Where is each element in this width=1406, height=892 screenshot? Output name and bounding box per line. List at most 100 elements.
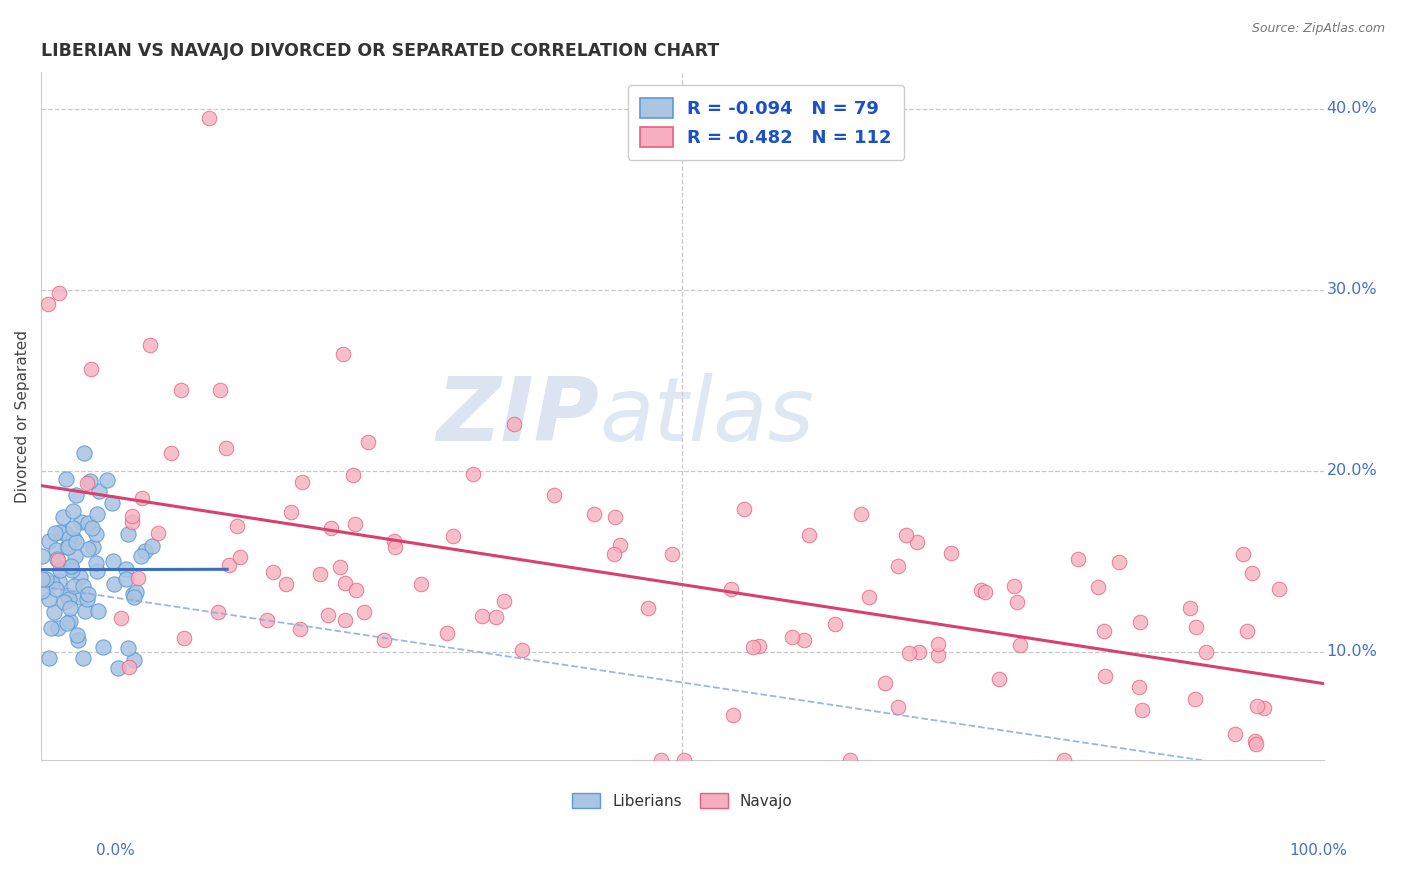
Point — [173, 631, 195, 645]
Point — [471, 609, 494, 624]
Point — [720, 582, 742, 596]
Point — [69, 515, 91, 529]
Point — [35, 572, 58, 586]
Point — [436, 626, 458, 640]
Point — [987, 672, 1010, 686]
Point — [799, 528, 821, 542]
Point — [45, 582, 67, 596]
Point — [72, 651, 94, 665]
Point — [228, 549, 250, 564]
Point — [1108, 556, 1130, 570]
Point — [1067, 552, 1090, 566]
Point — [510, 642, 533, 657]
Text: 10.0%: 10.0% — [1326, 644, 1378, 659]
Point — [887, 700, 910, 714]
Point — [927, 648, 949, 663]
Point — [927, 637, 949, 651]
Point — [117, 527, 139, 541]
Point — [65, 487, 87, 501]
Point — [207, 605, 229, 619]
Point — [1184, 692, 1206, 706]
Point — [974, 585, 997, 599]
Point — [41, 575, 63, 590]
Point — [84, 526, 107, 541]
Point — [1232, 547, 1254, 561]
Point — [1223, 726, 1246, 740]
Text: atlas: atlas — [599, 374, 814, 459]
Point — [603, 547, 626, 561]
Point — [91, 640, 114, 655]
Point — [741, 640, 763, 655]
Point — [38, 651, 60, 665]
Point — [141, 539, 163, 553]
Point — [887, 558, 910, 573]
Point — [125, 585, 148, 599]
Point — [332, 346, 354, 360]
Point — [492, 593, 515, 607]
Point — [382, 533, 405, 548]
Point — [1195, 644, 1218, 658]
Point — [839, 753, 862, 767]
Point — [793, 632, 815, 647]
Text: ZIP: ZIP — [436, 373, 599, 460]
Point — [1010, 638, 1032, 652]
Point — [723, 707, 745, 722]
Point — [342, 468, 364, 483]
Point — [1053, 753, 1076, 767]
Point — [56, 541, 79, 555]
Point — [849, 507, 872, 521]
Point — [146, 526, 169, 541]
Point — [1087, 580, 1109, 594]
Point — [48, 574, 70, 588]
Point — [333, 576, 356, 591]
Point — [373, 632, 395, 647]
Point — [72, 446, 94, 460]
Point — [939, 546, 962, 560]
Point — [384, 541, 406, 555]
Point — [58, 531, 80, 545]
Point — [48, 621, 70, 635]
Point — [59, 601, 82, 615]
Point — [121, 508, 143, 523]
Point — [1268, 582, 1291, 596]
Point — [583, 507, 606, 521]
Point — [780, 630, 803, 644]
Point — [134, 544, 156, 558]
Point — [37, 297, 59, 311]
Point — [96, 473, 118, 487]
Point — [1236, 624, 1258, 638]
Point — [1253, 701, 1275, 715]
Point — [76, 591, 98, 606]
Point — [894, 528, 917, 542]
Point — [56, 541, 79, 555]
Text: Source: ZipAtlas.com: Source: ZipAtlas.com — [1251, 22, 1385, 36]
Point — [858, 590, 880, 604]
Point — [65, 627, 87, 641]
Point — [333, 613, 356, 627]
Point — [609, 538, 631, 552]
Point — [67, 633, 90, 648]
Point — [1094, 668, 1116, 682]
Point — [59, 614, 82, 628]
Point — [1246, 699, 1268, 714]
Point — [346, 582, 368, 597]
Point — [131, 491, 153, 505]
Text: LIBERIAN VS NAVAJO DIVORCED OR SEPARATED CORRELATION CHART: LIBERIAN VS NAVAJO DIVORCED OR SEPARATED… — [41, 42, 720, 60]
Point — [129, 549, 152, 563]
Point — [121, 587, 143, 601]
Text: 20.0%: 20.0% — [1326, 463, 1378, 478]
Text: 40.0%: 40.0% — [1326, 101, 1378, 116]
Point — [49, 563, 72, 577]
Point — [343, 516, 366, 531]
Point — [103, 576, 125, 591]
Point — [1241, 566, 1264, 581]
Point — [461, 467, 484, 481]
Point — [122, 653, 145, 667]
Point — [103, 554, 125, 568]
Point — [80, 521, 103, 535]
Point — [65, 534, 87, 549]
Point — [160, 445, 183, 459]
Point — [218, 558, 240, 573]
Point — [38, 533, 60, 548]
Point — [733, 502, 755, 516]
